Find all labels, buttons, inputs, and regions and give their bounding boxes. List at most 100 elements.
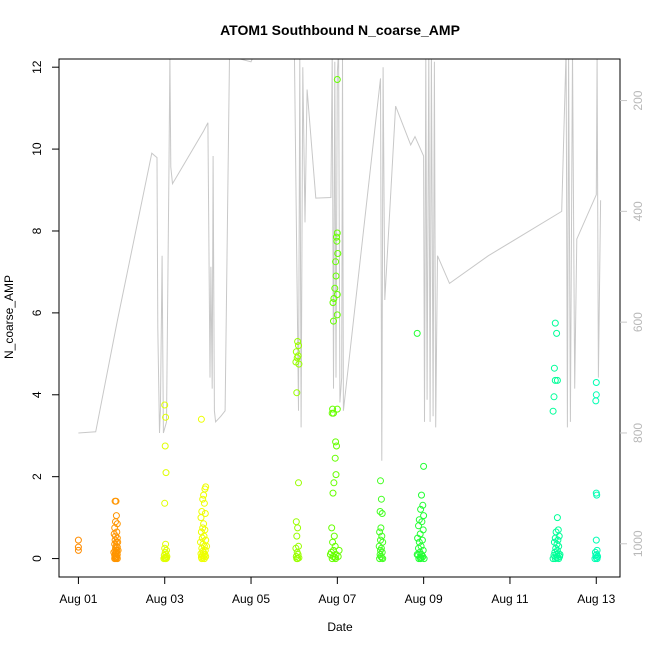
data-point — [593, 491, 601, 499]
data-point — [332, 272, 340, 280]
data-point — [197, 415, 205, 423]
data-point — [334, 250, 342, 257]
data-point — [292, 518, 300, 526]
data-point — [553, 329, 561, 337]
data-point — [335, 546, 343, 554]
data-point — [549, 407, 557, 415]
data-point — [420, 555, 428, 563]
series-3 — [160, 401, 171, 563]
x-tick-label: Aug 11 — [491, 592, 528, 606]
y-tick-label: 12 — [30, 60, 44, 74]
data-point — [329, 405, 337, 413]
data-point — [333, 442, 340, 450]
data-point — [200, 520, 208, 528]
data-point — [200, 555, 208, 563]
series-4 — [197, 415, 211, 563]
data-point — [293, 354, 301, 362]
y-tick-label: 8 — [30, 227, 44, 234]
y-tick-label: 4 — [30, 391, 44, 398]
right-y-tick-label: 1000 — [631, 530, 645, 557]
data-point — [74, 546, 82, 554]
data-point — [203, 542, 211, 550]
data-point — [333, 291, 341, 298]
data-point — [198, 555, 206, 563]
y-tick-label: 10 — [30, 142, 44, 156]
data-point — [419, 501, 427, 509]
data-point — [331, 542, 339, 550]
data-point — [114, 538, 122, 546]
data-point — [553, 514, 561, 522]
x-tick-label: Aug 03 — [146, 592, 184, 606]
data-point — [592, 536, 600, 544]
data-point — [197, 514, 205, 522]
series-1 — [74, 536, 82, 554]
data-point — [592, 554, 600, 562]
data-point — [417, 555, 425, 563]
data-point — [199, 495, 207, 503]
right-y-tick-label: 600 — [631, 312, 645, 332]
data-point — [592, 391, 600, 399]
data-point — [162, 469, 170, 477]
data-point — [553, 376, 561, 384]
data-point — [332, 258, 340, 266]
y-axis-label: N_coarse_AMP — [2, 275, 16, 359]
x-axis-label: Date — [327, 620, 353, 634]
data-point — [161, 442, 169, 450]
chart-title: ATOM1 Southbound N_coarse_AMP — [220, 22, 460, 38]
series-6 — [326, 76, 343, 563]
data-point — [333, 76, 341, 83]
data-point — [330, 295, 338, 302]
data-point — [376, 508, 384, 515]
x-tick-label: Aug 07 — [318, 592, 356, 606]
data-point — [110, 548, 118, 556]
data-point — [591, 555, 599, 563]
y-tick-label: 6 — [30, 309, 44, 316]
data-point — [330, 317, 337, 325]
data-point — [333, 311, 341, 319]
right-axis-line — [78, 59, 602, 461]
right-y-axis: 200 400 600 800 1000 — [620, 90, 645, 557]
series-8 — [413, 329, 428, 563]
x-tick-label: Aug 01 — [59, 592, 97, 606]
data-point — [413, 329, 421, 337]
right-y-tick-label: 400 — [631, 201, 645, 221]
data-point — [330, 532, 338, 540]
data-point — [377, 477, 384, 485]
data-point — [551, 319, 559, 327]
data-point — [328, 409, 336, 417]
right-y-tick-label: 800 — [631, 423, 645, 443]
data-point — [294, 555, 302, 563]
data-point — [295, 342, 302, 350]
data-point — [113, 543, 121, 551]
y-tick-label: 2 — [30, 473, 44, 480]
data-point — [294, 338, 302, 345]
data-point — [375, 542, 383, 550]
data-point — [328, 524, 336, 532]
data-point — [110, 530, 118, 538]
data-point — [294, 524, 302, 532]
data-point — [162, 555, 170, 563]
data-point — [160, 555, 168, 563]
data-point — [200, 499, 208, 507]
data-point — [294, 551, 302, 558]
scatter-points — [74, 76, 602, 563]
data-point — [295, 360, 303, 368]
data-point — [114, 546, 122, 554]
data-point — [415, 522, 422, 530]
x-tick-label: Aug 13 — [577, 592, 615, 606]
data-point — [420, 462, 428, 470]
data-point — [413, 551, 421, 558]
data-point — [329, 299, 337, 307]
data-point — [551, 555, 559, 563]
data-point — [592, 397, 600, 405]
x-axis: Aug 01 Aug 03 Aug 05 Aug 07 Aug 09 Aug 11 Aug … — [59, 576, 616, 606]
data-point — [333, 237, 341, 245]
data-point — [333, 233, 340, 241]
data-point — [198, 508, 206, 515]
data-point — [377, 524, 385, 532]
data-point — [200, 491, 208, 499]
data-point — [593, 555, 601, 563]
data-point — [592, 551, 600, 559]
data-point — [556, 551, 564, 558]
